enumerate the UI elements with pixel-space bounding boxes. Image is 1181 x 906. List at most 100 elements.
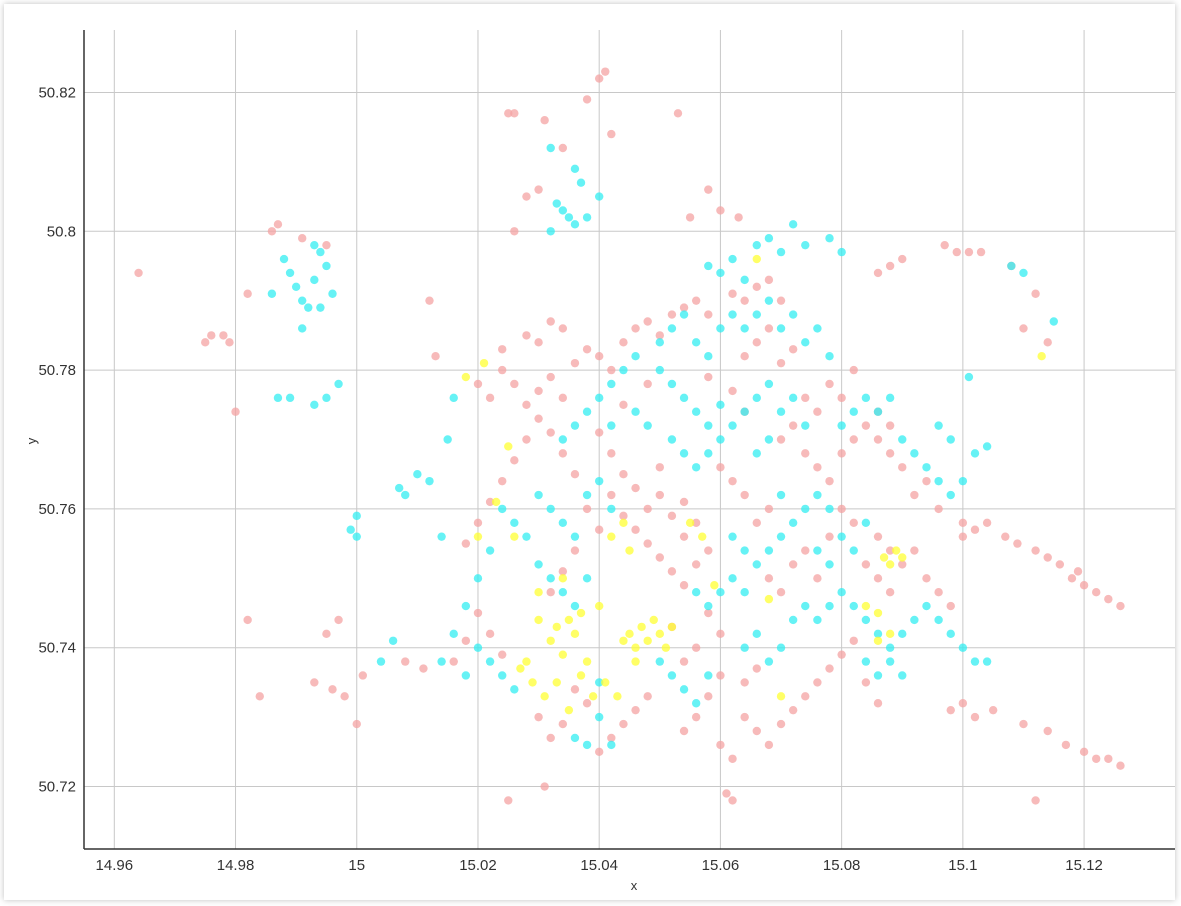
scatter-point	[934, 587, 943, 597]
scatter-point	[576, 671, 586, 680]
scatter-point	[637, 622, 646, 632]
scatter-point	[473, 532, 483, 541]
scatter-point	[510, 379, 519, 389]
scatter-point	[776, 407, 786, 416]
scatter-point	[510, 227, 519, 236]
scatter-point	[661, 643, 671, 652]
scatter-point	[740, 407, 749, 416]
tick-labels: 14.96 14.98 15 15.02 15.04 15.06 15.08 15.1 15.1…	[38, 84, 1102, 874]
scatter-point	[837, 449, 846, 458]
scatter-point	[504, 109, 513, 118]
scatter-point	[1043, 338, 1052, 347]
scatter-point	[764, 574, 774, 583]
scatter-point	[570, 358, 580, 368]
scatter-point	[334, 379, 343, 389]
scatter-point	[607, 421, 616, 430]
scatter-point	[279, 254, 289, 264]
scatter-point	[619, 518, 628, 527]
scatter-point	[837, 393, 846, 403]
scatter-point	[625, 546, 634, 555]
scatter-point	[873, 268, 883, 278]
scatter-point	[752, 338, 761, 347]
scatter-point	[619, 719, 628, 729]
scatter-point	[425, 296, 434, 305]
scatter-point	[431, 352, 440, 361]
scatter-point	[558, 650, 568, 659]
scatter-point	[564, 213, 574, 222]
scatter-point	[631, 352, 640, 361]
scatter-point	[946, 490, 955, 500]
scatter-point	[285, 268, 295, 278]
scatter-point	[1092, 587, 1101, 597]
scatter-point	[594, 601, 604, 611]
scatter-point	[607, 129, 616, 139]
scatter-point	[667, 567, 677, 576]
scatter-point	[322, 629, 331, 639]
scatter-point	[1061, 740, 1071, 750]
scatter-point	[801, 504, 810, 514]
scatter-point	[976, 247, 986, 257]
scatter-point	[534, 712, 543, 722]
scatter-point	[837, 650, 846, 659]
scatter-point	[643, 379, 652, 389]
scatter-point	[631, 483, 640, 493]
scatter-point	[691, 407, 701, 416]
scatter-point	[776, 358, 786, 368]
scatter-point	[570, 685, 580, 694]
scatter-point	[479, 358, 489, 368]
scatter-point	[594, 476, 604, 486]
x-tick-label: 14.98	[217, 857, 255, 874]
scatter-point	[594, 712, 604, 722]
scatter-point	[837, 587, 846, 597]
scatter-point	[849, 518, 858, 527]
scatter-point	[134, 268, 143, 278]
scatter-point	[704, 449, 713, 458]
scatter-point	[728, 532, 737, 541]
scatter-point	[298, 296, 307, 305]
y-tick-label: 50.78	[38, 362, 76, 379]
scatter-point	[340, 692, 349, 701]
scatter-point	[716, 629, 725, 639]
scatter-point	[898, 435, 907, 444]
scatter-point	[879, 553, 889, 562]
scatter-point	[546, 636, 555, 645]
scatter-point	[752, 282, 761, 292]
scatter-point	[788, 560, 798, 569]
scatter-point	[861, 657, 871, 666]
scatter-point	[776, 435, 786, 444]
x-tick-label: 15.1	[948, 857, 977, 874]
scatter-point	[582, 490, 592, 500]
scatter-point	[946, 705, 955, 715]
scatter-point	[485, 393, 495, 403]
scatter-point	[528, 678, 537, 687]
scatter-point	[485, 629, 495, 639]
scatter-point	[510, 532, 519, 541]
scatter-point	[558, 435, 568, 444]
scatter-point	[861, 518, 871, 527]
x-axis-label: x	[631, 878, 638, 893]
scatter-point	[667, 310, 677, 319]
scatter-point	[776, 719, 786, 729]
scatter-point	[728, 796, 737, 805]
scatter-point	[716, 206, 725, 215]
scatter-point	[316, 247, 325, 257]
scatter-point	[570, 220, 580, 229]
scatter-point	[510, 685, 519, 694]
scatter-point	[322, 240, 331, 250]
scatter-point	[940, 240, 949, 250]
scatter-point	[376, 657, 386, 666]
scatter-chart: 14.96 14.98 15 15.02 15.04 15.06 15.08 15.1 15.1…	[24, 30, 1175, 893]
scatter-point	[910, 490, 919, 500]
scatter-point	[588, 692, 598, 701]
scatter-point	[473, 574, 483, 583]
scatter-point	[958, 699, 968, 708]
scatter-point	[498, 476, 507, 486]
scatter-point	[316, 303, 325, 312]
scatter-point	[704, 421, 713, 430]
scatter-point	[401, 490, 410, 500]
scatter-point	[322, 261, 331, 271]
scatter-point	[910, 615, 919, 625]
scatter-point	[1019, 719, 1028, 729]
scatter-point	[273, 220, 283, 229]
scatter-point	[231, 407, 240, 416]
